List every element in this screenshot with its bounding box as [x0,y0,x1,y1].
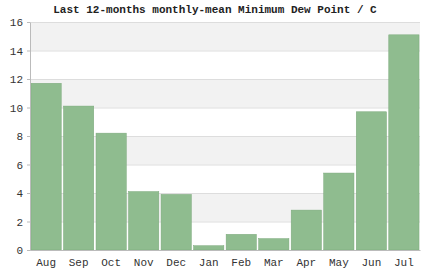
tick: 16 [10,17,30,29]
bar [226,234,256,250]
tick-label: Sep [69,257,89,269]
x-axis: Aug Sep Oct Nov Dec Jan Feb Mar Apr May Jun Jul [31,251,421,269]
tick-label: 14 [10,46,24,58]
tick: Nov [134,257,154,269]
tick-label: Feb [231,257,251,269]
tick: May [329,257,349,269]
tick: 2 [16,217,30,229]
grid-line [30,250,420,251]
tick: Feb [231,257,251,269]
bar [64,106,94,250]
tick-label: Nov [134,257,154,269]
tick: 12 [10,74,30,86]
tick-label: Mar [264,257,284,269]
bar [194,246,224,250]
chart-title: Last 12-months monthly-mean Minimum Dew … [53,4,377,16]
tick: Oct [101,257,121,269]
bar [389,35,419,250]
tick: Mar [264,257,284,269]
tick: Dec [166,257,186,269]
tick-mark [27,136,30,137]
tick-mark [27,165,30,166]
tick-label: 10 [10,103,23,115]
tick: Jun [361,257,381,269]
tick-label: 0 [16,245,23,257]
bar [161,194,191,250]
tick-label: 8 [16,131,23,143]
tick-label: Jul [394,257,414,269]
tick: 8 [16,131,30,143]
tick: Jul [394,257,414,269]
axis-line [30,23,31,251]
grid-band [30,79,420,108]
bar [96,133,126,250]
tick-mark [27,108,30,109]
grid-band [30,22,420,51]
tick-label: 2 [16,217,23,229]
tick: Jan [199,257,219,269]
tick-label: 6 [16,160,23,172]
tick: 0 [16,245,30,257]
bar [356,112,386,250]
bar [31,83,61,250]
bar [291,210,321,250]
tick-mark [27,193,30,194]
tick-mark [27,51,30,52]
bar [324,173,354,250]
tick-mark [27,22,30,23]
tick-label: 4 [16,188,23,200]
tick-mark [27,79,30,80]
tick-label: Dec [166,257,186,269]
chart: Last 12-months monthly-mean Minimum Dew … [0,0,430,275]
tick-mark [27,250,30,251]
tick-label: 12 [10,74,23,86]
tick-label: Oct [101,257,121,269]
tick-label: Aug [36,257,56,269]
tick: Apr [296,257,316,269]
tick: Sep [69,257,89,269]
tick: 6 [16,160,30,172]
grid-line [30,51,420,52]
grid [30,22,420,251]
y-axis: 0 2 4 6 8 10 12 14 16 [10,17,31,257]
grid-line [30,22,420,23]
tick: 4 [16,188,30,200]
tick: Aug [36,257,56,269]
tick-mark [27,222,30,223]
tick-label: 16 [10,17,23,29]
bars [31,35,419,250]
grid-line [30,79,420,80]
tick: 10 [10,103,30,115]
bar [129,192,159,250]
axis-line [31,250,421,251]
bar [259,239,289,250]
tick-label: Jun [361,257,381,269]
tick-label: Apr [296,257,316,269]
tick: 14 [10,46,30,58]
tick-label: May [329,257,349,269]
tick-label: Jan [199,257,219,269]
